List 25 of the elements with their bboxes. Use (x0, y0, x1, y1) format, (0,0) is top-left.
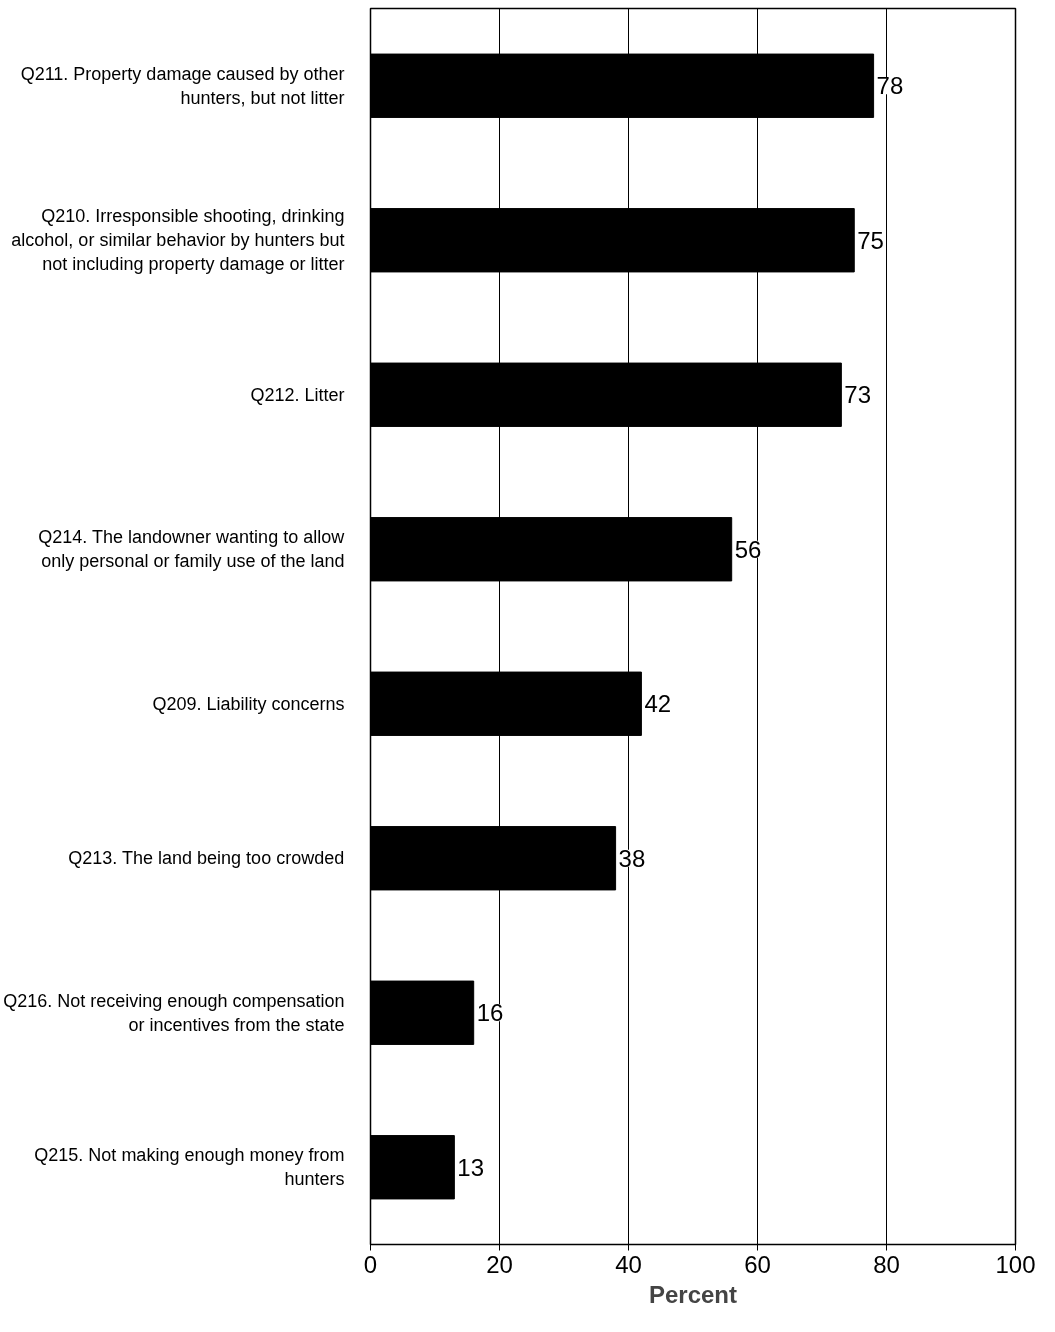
y-tick-label: Q212. Litter (250, 384, 345, 405)
bar (370, 1135, 455, 1200)
data-label: 42 (644, 690, 672, 718)
data-label: 78 (876, 72, 904, 100)
x-tick-label: 20 (486, 1250, 513, 1278)
x-tick-label: 100 (995, 1250, 1036, 1278)
y-tick-label: Q211. Property damage caused by other hunters, but not litter (20, 63, 345, 108)
x-tick-label: 0 (363, 1250, 378, 1278)
y-tick-label: Q214. The landowner wanting to allow only personal or family use of the land (38, 527, 346, 572)
x-tick-label: 40 (615, 1250, 642, 1278)
y-tick-label: Q209. Liability concerns (152, 693, 345, 714)
data-label: 38 (618, 844, 646, 872)
data-label: 73 (844, 381, 872, 409)
x-tick-label: 80 (873, 1250, 900, 1278)
y-tick-label: Q213. The land being too crowded (68, 848, 345, 869)
data-label: 16 (476, 999, 504, 1027)
data-label: 13 (457, 1153, 485, 1181)
data-label: 75 (857, 226, 884, 254)
y-tick-label: Q215. Not making enough money from hunters (34, 1145, 345, 1190)
x-tick-label: 60 (744, 1250, 771, 1278)
y-tick-label: Q210. Irresponsible shooting, drinking alcohol, or similar behavior by hunters but not including property damage or litter (11, 206, 345, 275)
bar (370, 980, 475, 1045)
data-label: 56 (734, 535, 762, 563)
y-tick-label: Q216. Not receiving enough compensation or incentives from the state (3, 990, 345, 1035)
x-axis-title: Percent (648, 1280, 738, 1308)
